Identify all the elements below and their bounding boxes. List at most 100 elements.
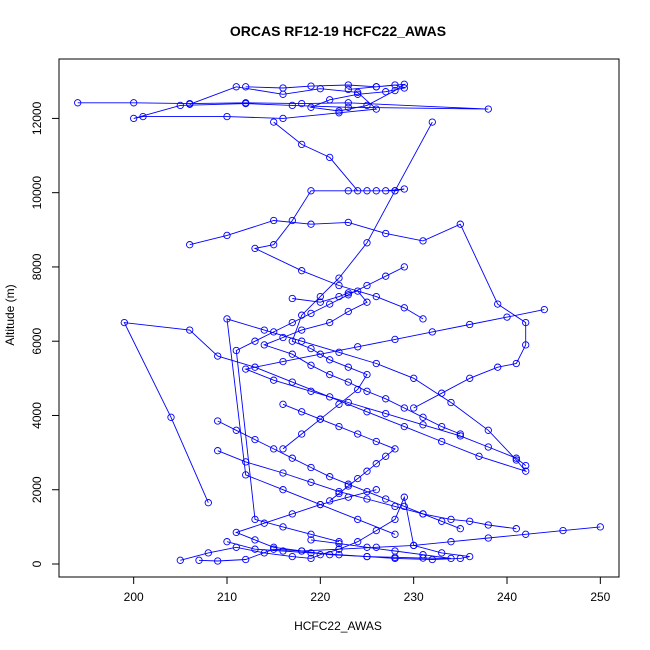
data-point (344, 363, 352, 371)
y-tick-label: 8000 (30, 253, 44, 280)
data-point (400, 493, 408, 501)
data-point (400, 502, 408, 511)
data-point (204, 549, 212, 557)
data-point (242, 83, 250, 91)
chart-title: ORCAS RF12-19 HCFC22_AWAS (230, 23, 446, 39)
data-point (456, 554, 464, 563)
data-point (512, 454, 520, 462)
y-axis-label: Altitude (m) (3, 284, 17, 345)
data-point (344, 291, 352, 299)
data-point (214, 557, 222, 565)
x-tick-label: 220 (310, 590, 330, 604)
data-point (391, 547, 399, 555)
data-point (494, 363, 502, 371)
x-tick-label: 200 (124, 590, 144, 604)
data-point (214, 447, 222, 455)
data-point (307, 82, 315, 90)
data-point (335, 107, 343, 115)
data-point (503, 313, 511, 321)
data-point (279, 486, 287, 494)
data-point (186, 326, 194, 334)
data-point (232, 528, 240, 537)
data-point (139, 112, 147, 121)
data-point (354, 430, 362, 438)
series-line-13 (235, 266, 405, 543)
data-point (456, 432, 464, 440)
data-point (400, 80, 408, 88)
data-point (307, 103, 315, 111)
data-point (251, 515, 259, 524)
data-point (382, 452, 390, 460)
data-point (335, 545, 343, 553)
data-point (484, 443, 492, 451)
data-point (419, 510, 427, 518)
data-point (251, 536, 259, 544)
data-point (400, 404, 408, 412)
data-point (214, 417, 222, 425)
data-point (363, 298, 371, 306)
data-point (456, 525, 464, 533)
data-point (344, 81, 352, 89)
data-point (279, 547, 287, 555)
x-axis-label: HCFC22_AWAS (294, 619, 382, 633)
data-point (242, 99, 250, 108)
data-point (522, 530, 530, 538)
data-point (335, 274, 343, 282)
data-point (522, 318, 530, 327)
data-point (540, 305, 548, 314)
y-tick-label: 6000 (30, 328, 44, 355)
data-point (270, 445, 278, 453)
data-point (447, 398, 455, 407)
data-point (288, 552, 296, 561)
data-point (279, 84, 287, 92)
data-point (326, 370, 334, 379)
data-point (400, 304, 408, 312)
data-point (279, 114, 287, 123)
data-point (428, 328, 436, 336)
data-point (326, 300, 334, 308)
data-point (120, 318, 128, 327)
data-point (232, 346, 240, 355)
y-tick-label: 12000 (30, 101, 44, 135)
data-point (466, 320, 474, 329)
data-point (391, 530, 399, 538)
data-point (363, 487, 371, 496)
data-point (223, 112, 231, 121)
data-point (372, 105, 380, 113)
data-point (335, 539, 343, 548)
data-point (279, 400, 287, 408)
data-point (298, 99, 306, 108)
data-point (354, 474, 362, 483)
data-point (307, 220, 315, 228)
data-point (251, 545, 259, 553)
data-point (438, 422, 446, 431)
data-point (372, 526, 380, 535)
data-point (512, 456, 520, 464)
data-point (307, 463, 315, 472)
data-point (298, 430, 306, 438)
y-tick-label: 10000 (30, 176, 44, 210)
data-point (522, 341, 530, 349)
data-point (288, 216, 296, 225)
data-point (363, 101, 371, 110)
data-point (363, 552, 371, 561)
data-point (326, 473, 334, 481)
data-point (372, 460, 380, 468)
data-point (363, 187, 371, 195)
data-point (466, 517, 474, 525)
series-line-14 (282, 403, 396, 502)
data-point (391, 86, 399, 95)
data-point (307, 387, 315, 395)
data-point (242, 365, 250, 373)
data-point (400, 84, 408, 92)
data-point (466, 374, 474, 382)
data-point (419, 421, 427, 429)
data-point (419, 315, 427, 323)
data-point (372, 292, 380, 301)
data-point (307, 554, 315, 563)
data-point (335, 489, 343, 498)
data-point (242, 471, 250, 479)
data-point (447, 515, 455, 524)
data-point (344, 307, 352, 316)
data-point (307, 530, 315, 538)
